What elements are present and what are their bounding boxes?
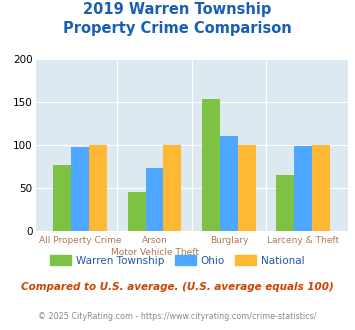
Bar: [146, 168, 163, 231]
Text: Property Crime Comparison: Property Crime Comparison: [63, 21, 292, 36]
Bar: [128, 191, 146, 231]
Bar: [277, 175, 294, 231]
Bar: [89, 145, 107, 231]
Bar: [294, 146, 312, 231]
Bar: [202, 99, 220, 231]
Text: 2019 Warren Township: 2019 Warren Township: [83, 2, 272, 16]
Bar: [163, 145, 181, 231]
Text: © 2025 CityRating.com - https://www.cityrating.com/crime-statistics/: © 2025 CityRating.com - https://www.city…: [38, 312, 317, 321]
Text: Larceny & Theft: Larceny & Theft: [267, 236, 339, 245]
Bar: [71, 147, 89, 231]
Bar: [238, 145, 256, 231]
Text: Burglary: Burglary: [210, 236, 248, 245]
Bar: [53, 165, 71, 231]
Legend: Warren Township, Ohio, National: Warren Township, Ohio, National: [46, 251, 309, 270]
Text: Motor Vehicle Theft: Motor Vehicle Theft: [110, 248, 198, 257]
Bar: [312, 145, 330, 231]
Text: Arson: Arson: [142, 236, 168, 245]
Bar: [220, 136, 238, 231]
Text: Compared to U.S. average. (U.S. average equals 100): Compared to U.S. average. (U.S. average …: [21, 282, 334, 292]
Text: All Property Crime: All Property Crime: [39, 236, 121, 245]
